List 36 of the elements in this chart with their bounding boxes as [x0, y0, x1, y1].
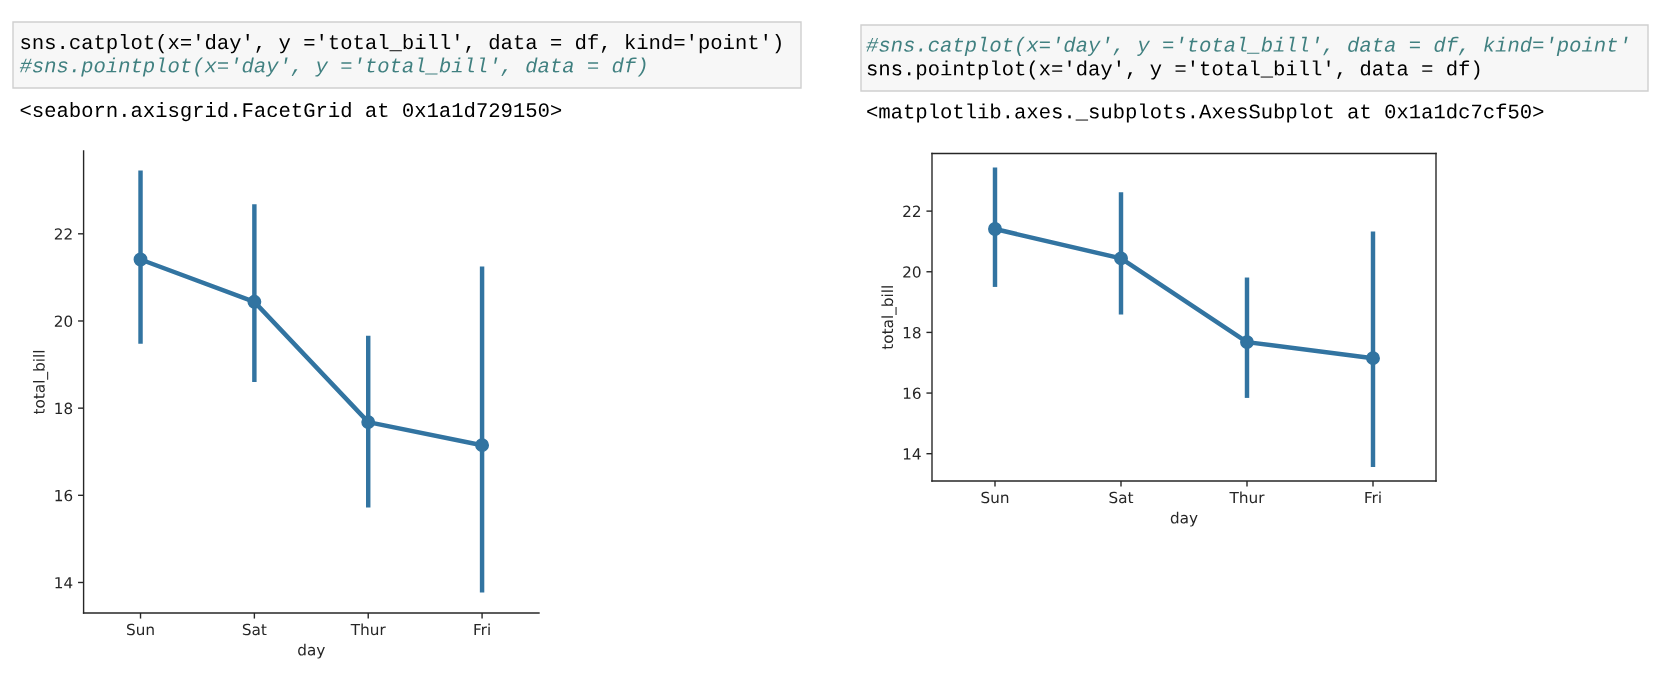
- point: [361, 415, 376, 430]
- text: sns.catplot(x='day', y ='total_bill', data = df, kind='point'): [21, 34, 781, 54]
- y-tick-label: 22: [903, 205, 921, 217]
- x-tick-label: Sun: [127, 623, 154, 636]
- text: <matplotlib.axes._subplots.AxesSubplot at 0x1a1dc7cf50>: [867, 103, 1544, 123]
- y-tick-label: 18: [903, 326, 921, 339]
- point: [1366, 351, 1380, 366]
- text: <seaborn.axisgrid.FacetGrid at 0x1a1d729150>: [20, 102, 562, 122]
- y-tick-label: 16: [55, 489, 73, 502]
- x-tick-label: Sun: [981, 491, 1009, 504]
- y-axis-title: total_bill: [32, 350, 49, 415]
- point: [475, 438, 490, 453]
- y-tick-label: 14: [903, 448, 921, 460]
- text: #sns.pointplot(x='day', y ='total_bill', data = df): [19, 57, 646, 77]
- point: [988, 222, 1002, 236]
- y-axis-title: total_bill: [881, 286, 897, 350]
- text: #sns.catplot(x='day', y ='total_bill', data = df, kind='point': [866, 36, 1628, 56]
- y-tick-label: 20: [54, 315, 73, 327]
- point: [1240, 335, 1254, 350]
- x-tick-label: Fri: [474, 623, 490, 636]
- x-tick-label: Thur: [1229, 491, 1265, 504]
- text: sns.pointplot(x='day', y ='total_bill', data = df): [867, 60, 1480, 80]
- x-tick-label: Sat: [1109, 491, 1134, 504]
- x-tick-label: Fri: [1365, 491, 1381, 504]
- point: [1114, 251, 1128, 266]
- x-axis-title: day: [298, 643, 325, 659]
- point: [133, 252, 148, 267]
- y-tick-label: 22: [54, 228, 72, 240]
- point: [247, 294, 262, 309]
- x-axis-title: day: [1170, 511, 1198, 527]
- y-tick-label: 14: [55, 577, 73, 589]
- x-tick-label: Thur: [350, 623, 386, 636]
- x-tick-label: Sat: [242, 623, 267, 636]
- y-tick-label: 18: [55, 402, 73, 415]
- y-tick-label: 16: [903, 387, 921, 400]
- y-tick-label: 20: [903, 266, 921, 278]
